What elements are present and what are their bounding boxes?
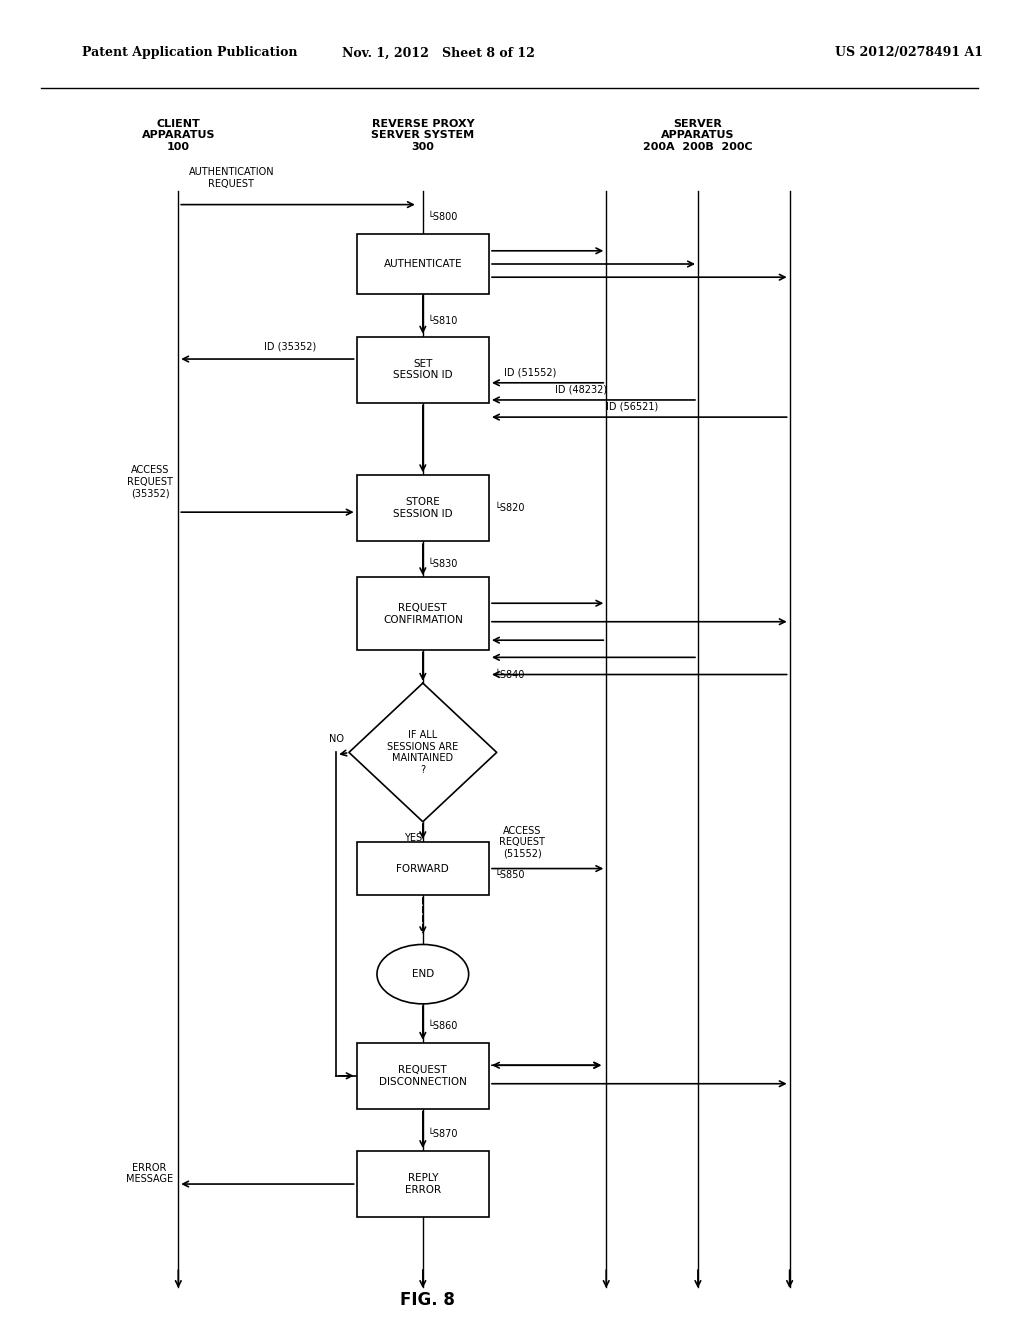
Polygon shape (349, 684, 497, 821)
Text: YES: YES (403, 833, 422, 843)
Text: └S850: └S850 (495, 870, 524, 880)
Text: NO: NO (329, 734, 344, 744)
Text: Nov. 1, 2012   Sheet 8 of 12: Nov. 1, 2012 Sheet 8 of 12 (342, 46, 535, 59)
FancyBboxPatch shape (356, 842, 489, 895)
Text: REQUEST
DISCONNECTION: REQUEST DISCONNECTION (379, 1065, 467, 1086)
Text: ACCESS
REQUEST
(35352): ACCESS REQUEST (35352) (127, 465, 173, 499)
Text: └S840: └S840 (495, 669, 524, 680)
Text: IF ALL
SESSIONS ARE
MAINTAINED
?: IF ALL SESSIONS ARE MAINTAINED ? (387, 730, 459, 775)
Text: Patent Application Publication: Patent Application Publication (82, 46, 297, 59)
Text: US 2012/0278491 A1: US 2012/0278491 A1 (836, 46, 983, 59)
Text: └S870: └S870 (428, 1129, 459, 1139)
Text: └S800: └S800 (428, 211, 459, 222)
Text: FORWARD: FORWARD (396, 863, 450, 874)
FancyBboxPatch shape (356, 235, 489, 293)
FancyBboxPatch shape (356, 337, 489, 403)
Text: REVERSE PROXY
SERVER SYSTEM
300: REVERSE PROXY SERVER SYSTEM 300 (372, 119, 474, 152)
FancyBboxPatch shape (356, 1043, 489, 1109)
Text: ID (51552): ID (51552) (504, 367, 556, 378)
Text: └S830: └S830 (428, 558, 459, 569)
Text: SET
SESSION ID: SET SESSION ID (393, 359, 453, 380)
Text: ACCESS
REQUEST
(51552): ACCESS REQUEST (51552) (500, 825, 545, 859)
Text: └S820: └S820 (495, 503, 524, 513)
Text: REQUEST
CONFIRMATION: REQUEST CONFIRMATION (383, 603, 463, 624)
Text: ID (35352): ID (35352) (264, 341, 316, 351)
Ellipse shape (377, 945, 469, 1003)
FancyBboxPatch shape (356, 1151, 489, 1217)
Text: SERVER
APPARATUS
200A  200B  200C: SERVER APPARATUS 200A 200B 200C (643, 119, 753, 152)
Text: REPLY
ERROR: REPLY ERROR (404, 1173, 441, 1195)
FancyBboxPatch shape (356, 577, 489, 649)
Text: CLIENT
APPARATUS
100: CLIENT APPARATUS 100 (141, 119, 215, 152)
Text: ID (56521): ID (56521) (605, 401, 657, 412)
Text: AUTHENTICATE: AUTHENTICATE (384, 259, 462, 269)
Text: └S860: └S860 (428, 1020, 459, 1031)
Text: STORE
SESSION ID: STORE SESSION ID (393, 498, 453, 519)
Text: FIG. 8: FIG. 8 (400, 1291, 456, 1309)
Text: └S810: └S810 (428, 315, 459, 326)
Text: ERROR
MESSAGE: ERROR MESSAGE (126, 1163, 173, 1184)
Text: END: END (412, 969, 434, 979)
Text: AUTHENTICATION
REQUEST: AUTHENTICATION REQUEST (188, 168, 274, 189)
Text: ID (48232): ID (48232) (555, 384, 607, 395)
FancyBboxPatch shape (356, 475, 489, 541)
